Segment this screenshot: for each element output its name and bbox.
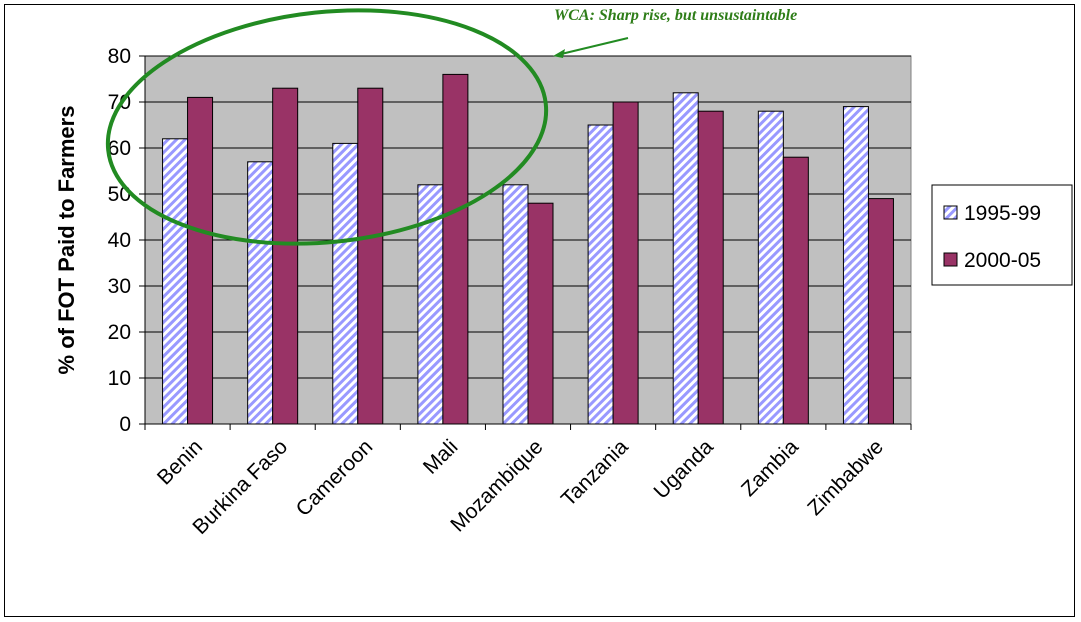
y-axis-label: % of FOT Paid to Farmers	[54, 106, 79, 375]
x-tick-label: Uganda	[649, 435, 718, 504]
bar-1995-99-zimbabwe	[842, 106, 869, 425]
y-tick-label: 80	[108, 45, 131, 68]
legend-swatch-2000-05	[943, 252, 958, 267]
legend-label-2000-05: 2000-05	[964, 249, 1041, 272]
y-tick-label: 10	[108, 367, 131, 390]
bar-2000-05-benin	[187, 96, 214, 425]
x-tick-label: Zimbabwe	[803, 435, 888, 520]
legend: 1995-99 2000-05	[931, 184, 1073, 286]
bar-2000-05-cameroon	[357, 87, 384, 425]
bar-2000-05-zimbabwe	[867, 198, 894, 425]
bar-2000-05-mali	[442, 73, 469, 425]
annotation-arrow-line	[556, 37, 629, 56]
y-tick-label: 20	[108, 321, 131, 344]
bar-1995-99-mozambique	[502, 184, 529, 425]
legend-swatch-1995-99	[943, 205, 958, 220]
legend-box	[931, 184, 1073, 286]
y-tick-label: 0	[119, 413, 131, 436]
x-tick-label: Zambia	[737, 435, 803, 501]
annotation-arrow-head	[553, 49, 565, 58]
y-tick-label: 50	[108, 183, 131, 206]
x-tick-label: Cameroon	[292, 435, 378, 521]
bar-2000-05-zambia	[782, 156, 809, 425]
bar-2000-05-burkina-faso	[272, 87, 299, 425]
bar-1995-99-cameroon	[332, 142, 359, 425]
bars	[162, 73, 894, 425]
annotation-ellipse	[105, 8, 549, 246]
bar-1995-99-burkina-faso	[247, 161, 274, 425]
bar-1995-99-tanzania	[587, 124, 614, 425]
annotation-text: WCA: Sharp rise, but unsustaintable	[554, 7, 797, 24]
bar-1995-99-zambia	[757, 110, 784, 425]
legend-label-1995-99: 1995-99	[964, 202, 1041, 225]
bar-1995-99-benin	[162, 138, 189, 425]
y-tick-label: 40	[108, 229, 131, 252]
x-tick-label: Tanzania	[557, 435, 633, 511]
axes	[139, 55, 912, 430]
x-tick-label: Benin	[153, 435, 207, 489]
y-tick-label: 60	[108, 137, 131, 160]
bar-1995-99-uganda	[672, 92, 699, 425]
bar-2000-05-mozambique	[527, 202, 554, 425]
bar-2000-05-uganda	[697, 110, 724, 425]
x-tick-label: Mali	[419, 435, 462, 478]
y-tick-label: 30	[108, 275, 131, 298]
x-tick-label: Mozambique	[446, 435, 547, 536]
bar-2000-05-tanzania	[612, 101, 639, 425]
